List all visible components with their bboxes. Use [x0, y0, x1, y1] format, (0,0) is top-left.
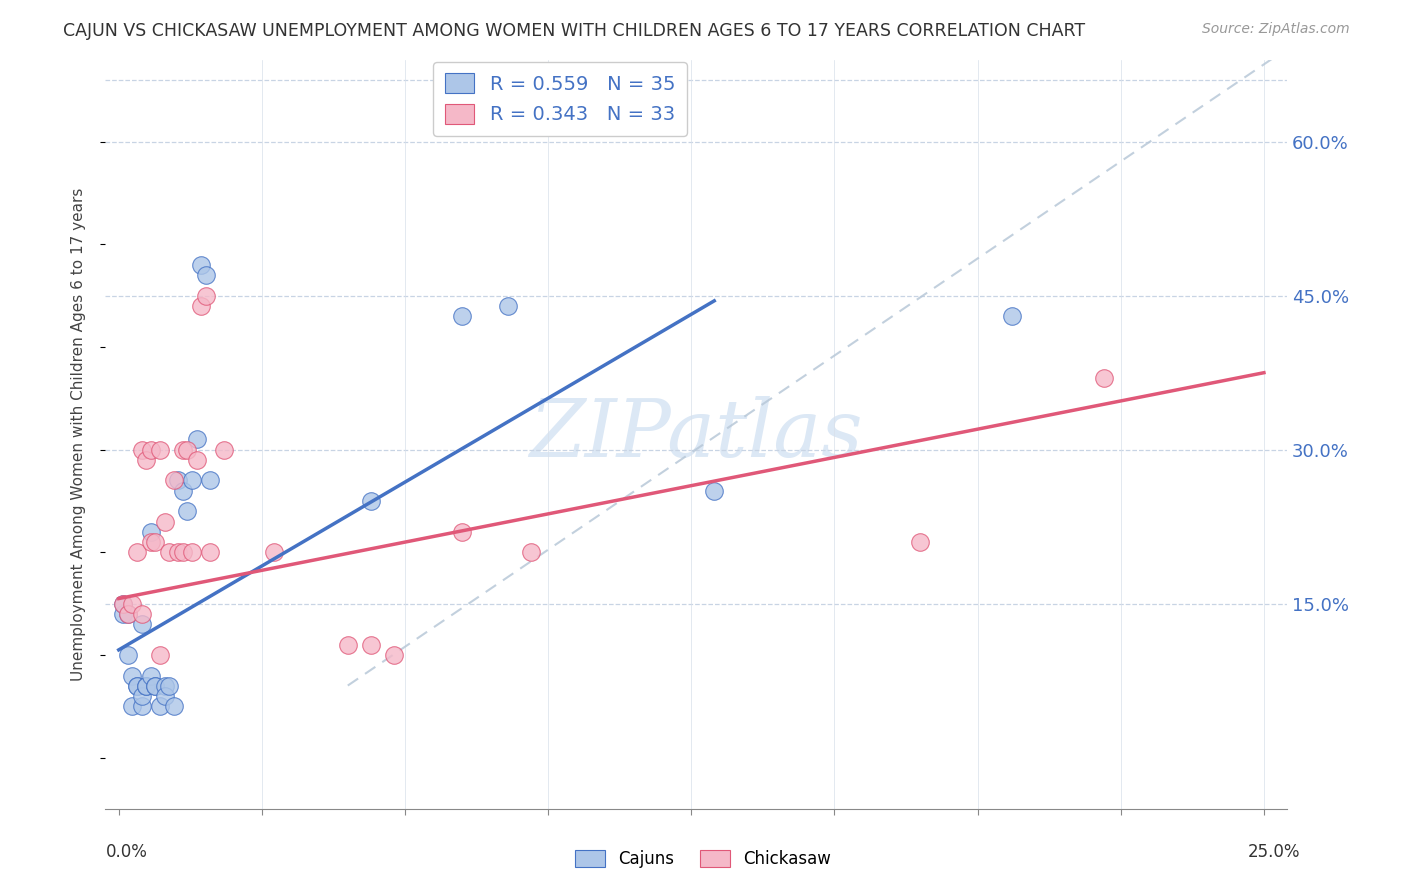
- Point: [382, 648, 405, 662]
- Legend: R = 0.559   N = 35, R = 0.343   N = 33: R = 0.559 N = 35, R = 0.343 N = 33: [433, 62, 686, 136]
- Point: [131, 699, 153, 714]
- Point: [167, 474, 190, 488]
- Text: Source: ZipAtlas.com: Source: ZipAtlas.com: [1202, 22, 1350, 37]
- Point: [149, 442, 172, 457]
- Point: [263, 545, 285, 559]
- Point: [194, 268, 217, 283]
- Point: [176, 504, 198, 518]
- Point: [139, 524, 162, 539]
- Point: [149, 648, 172, 662]
- Point: [131, 617, 153, 632]
- Point: [139, 535, 162, 549]
- Legend: Cajuns, Chickasaw: Cajuns, Chickasaw: [568, 843, 838, 875]
- Point: [520, 545, 543, 559]
- Point: [145, 679, 167, 693]
- Point: [1092, 371, 1115, 385]
- Point: [181, 474, 204, 488]
- Text: ZIPatlas: ZIPatlas: [529, 395, 863, 473]
- Point: [117, 607, 139, 621]
- Point: [135, 679, 157, 693]
- Point: [167, 545, 190, 559]
- Point: [125, 679, 148, 693]
- Point: [153, 689, 176, 703]
- Point: [186, 453, 208, 467]
- Point: [145, 535, 167, 549]
- Point: [194, 289, 217, 303]
- Point: [131, 607, 153, 621]
- Point: [125, 545, 148, 559]
- Point: [172, 545, 194, 559]
- Point: [145, 679, 167, 693]
- Point: [200, 545, 222, 559]
- Point: [190, 258, 212, 272]
- Point: [135, 679, 157, 693]
- Point: [360, 494, 382, 508]
- Point: [131, 689, 153, 703]
- Point: [139, 668, 162, 682]
- Text: 25.0%: 25.0%: [1249, 843, 1301, 861]
- Point: [186, 433, 208, 447]
- Point: [360, 638, 382, 652]
- Point: [451, 310, 474, 324]
- Point: [131, 442, 153, 457]
- Point: [336, 638, 359, 652]
- Point: [112, 597, 135, 611]
- Point: [703, 483, 725, 498]
- Point: [117, 607, 139, 621]
- Text: 0.0%: 0.0%: [105, 843, 148, 861]
- Y-axis label: Unemployment Among Women with Children Ages 6 to 17 years: Unemployment Among Women with Children A…: [72, 187, 86, 681]
- Point: [172, 442, 194, 457]
- Point: [153, 515, 176, 529]
- Point: [176, 442, 198, 457]
- Point: [139, 442, 162, 457]
- Point: [121, 668, 143, 682]
- Point: [157, 545, 180, 559]
- Point: [163, 699, 186, 714]
- Point: [200, 474, 222, 488]
- Point: [153, 679, 176, 693]
- Point: [117, 648, 139, 662]
- Point: [149, 699, 172, 714]
- Point: [121, 699, 143, 714]
- Point: [125, 679, 148, 693]
- Point: [190, 299, 212, 313]
- Point: [112, 607, 135, 621]
- Point: [212, 442, 235, 457]
- Point: [1001, 310, 1024, 324]
- Point: [172, 483, 194, 498]
- Point: [451, 524, 474, 539]
- Point: [112, 597, 135, 611]
- Point: [181, 545, 204, 559]
- Point: [163, 474, 186, 488]
- Point: [157, 679, 180, 693]
- Text: CAJUN VS CHICKASAW UNEMPLOYMENT AMONG WOMEN WITH CHILDREN AGES 6 TO 17 YEARS COR: CAJUN VS CHICKASAW UNEMPLOYMENT AMONG WO…: [63, 22, 1085, 40]
- Point: [496, 299, 519, 313]
- Point: [910, 535, 932, 549]
- Point: [121, 597, 143, 611]
- Point: [135, 453, 157, 467]
